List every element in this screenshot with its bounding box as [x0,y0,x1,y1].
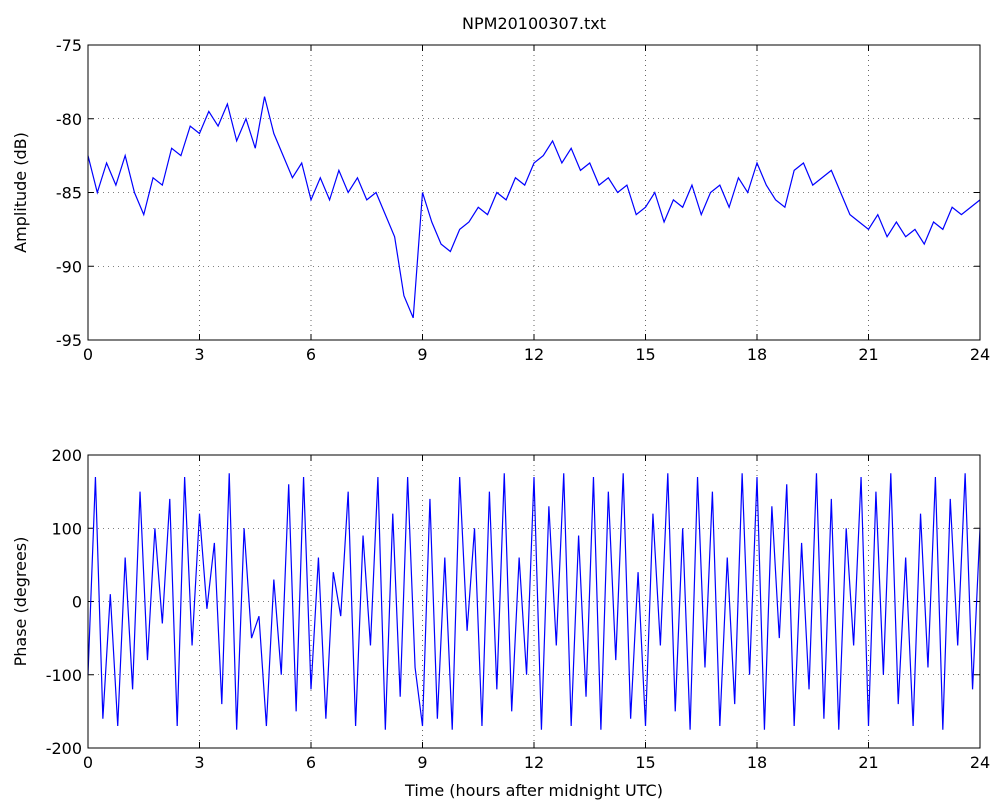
y-axis-label: Phase (degrees) [11,537,30,667]
chart-title: NPM20100307.txt [462,14,606,33]
axes-frame [87,454,981,749]
y-tick-label: -75 [56,36,82,55]
y-tick-label: -100 [46,666,82,685]
y-tick-label: 100 [51,519,82,538]
axes-frame [87,44,981,341]
x-axis-label: Time (hours after midnight UTC) [404,781,663,800]
y-tick-label: 200 [51,446,82,465]
x-tick-label: 3 [194,345,204,364]
y-axis-label: Amplitude (dB) [11,132,30,253]
x-tick-label: 12 [524,753,544,772]
data-line [87,473,981,730]
x-tick-label: 18 [747,753,767,772]
x-tick-label: 15 [635,345,655,364]
x-tick-label: 3 [194,753,204,772]
x-tick-label: 0 [83,753,93,772]
x-tick-label: 0 [83,345,93,364]
x-tick-label: 18 [747,345,767,364]
x-tick-label: 6 [306,753,316,772]
x-tick-label: 24 [970,753,990,772]
y-tick-label: -95 [56,331,82,350]
data-line [87,96,981,319]
y-tick-label: -80 [56,110,82,129]
x-tick-label: 21 [858,345,878,364]
x-tick-label: 15 [635,753,655,772]
x-tick-label: 6 [306,345,316,364]
x-tick-label: 12 [524,345,544,364]
x-tick-label: 9 [417,345,427,364]
y-tick-label: -90 [56,257,82,276]
y-tick-label: -200 [46,739,82,758]
y-tick-label: -85 [56,184,82,203]
x-tick-label: 9 [417,753,427,772]
x-tick-label: 21 [858,753,878,772]
y-tick-label: 0 [72,593,82,612]
x-tick-label: 24 [970,345,990,364]
